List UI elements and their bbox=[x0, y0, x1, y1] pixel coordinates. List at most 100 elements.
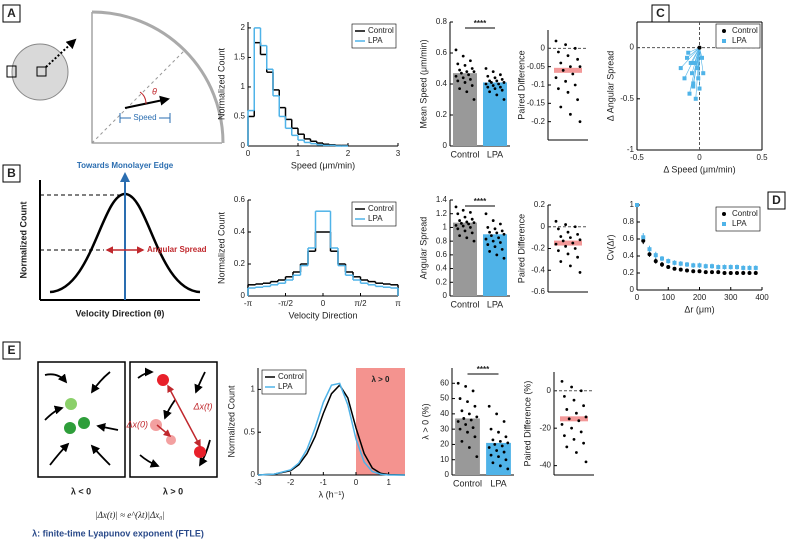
point bbox=[641, 235, 646, 240]
dx0-label: Δx(0) bbox=[125, 419, 148, 429]
x-tick-label: 0 bbox=[354, 478, 359, 487]
point bbox=[559, 235, 563, 238]
significance: **** bbox=[477, 365, 490, 374]
x-tick-label: 0 bbox=[321, 299, 326, 308]
point bbox=[471, 389, 475, 393]
chart: 0 10 20 30 40 50 60 λ > 0 (%) Control LPA **** bbox=[420, 365, 514, 488]
point bbox=[575, 411, 578, 415]
point bbox=[463, 229, 467, 233]
y-tick-label: 0 bbox=[630, 285, 635, 294]
point bbox=[493, 87, 497, 91]
origin-link bbox=[690, 47, 700, 64]
point bbox=[584, 415, 588, 419]
y-tick-label: 0.4 bbox=[436, 79, 448, 88]
x-tick-label: 100 bbox=[662, 293, 676, 302]
point bbox=[653, 259, 658, 264]
chart: 0 0.2 0.4 0.6 -π -π/2 0 π/2 π Velocity Direction N… bbox=[216, 195, 401, 320]
point bbox=[456, 420, 460, 423]
point bbox=[701, 71, 706, 76]
y-axis-label: λ > 0 (%) bbox=[420, 403, 430, 439]
y-tick-label: 0.6 bbox=[623, 234, 635, 243]
point bbox=[504, 458, 508, 462]
panel-label: D bbox=[772, 193, 781, 207]
point bbox=[579, 430, 583, 434]
point bbox=[693, 96, 698, 101]
point bbox=[578, 238, 582, 242]
point bbox=[488, 250, 491, 253]
bar bbox=[453, 222, 477, 296]
y-tick-label: 0 bbox=[541, 43, 546, 52]
point bbox=[500, 444, 504, 448]
x-axis-label: Speed (μm/min) bbox=[291, 160, 355, 170]
x-tick-label: 1 bbox=[386, 478, 391, 487]
x-tick-label: 200 bbox=[693, 293, 707, 302]
point bbox=[472, 239, 476, 243]
point bbox=[567, 417, 571, 421]
x-tick-label: 0 bbox=[635, 293, 640, 302]
legend-box bbox=[261, 369, 307, 395]
y-tick-label: 1 bbox=[251, 385, 256, 394]
point bbox=[469, 77, 472, 81]
x-tick-label: 0.5 bbox=[756, 153, 768, 162]
y-tick-label: 50 bbox=[440, 394, 449, 403]
point bbox=[502, 256, 506, 260]
point bbox=[473, 404, 477, 408]
origin-link bbox=[699, 47, 704, 74]
legend-label: LPA bbox=[732, 219, 747, 228]
point bbox=[569, 65, 572, 69]
point bbox=[464, 423, 468, 426]
point bbox=[557, 87, 560, 91]
point bbox=[467, 446, 471, 449]
point bbox=[467, 412, 471, 416]
point bbox=[465, 236, 469, 240]
point bbox=[741, 265, 746, 270]
point bbox=[747, 265, 752, 270]
diagram-a: θ Speed bbox=[6, 10, 225, 144]
point bbox=[454, 48, 458, 52]
point bbox=[484, 82, 488, 86]
point bbox=[747, 271, 752, 275]
chart: 0 0.5 1 1.5 2 0 1 2 3 Speed (μm/min) Normalized Co… bbox=[216, 22, 401, 170]
point bbox=[697, 45, 702, 50]
y-tick-label: -0.05 bbox=[527, 62, 546, 71]
point bbox=[502, 420, 506, 423]
chart: -40 -20 0 Paired Difference (%) bbox=[522, 372, 594, 476]
diagram-b: Towards Monolayer Edge Angular Spread No… bbox=[18, 161, 206, 318]
point bbox=[490, 81, 493, 84]
point bbox=[569, 236, 572, 240]
bar bbox=[483, 82, 507, 146]
x-tick-label: 0 bbox=[697, 153, 702, 162]
point bbox=[576, 232, 579, 236]
y-axis-label: Mean Speed (μm/min) bbox=[418, 39, 428, 128]
point bbox=[484, 212, 488, 216]
x-tick-label: LPA bbox=[487, 149, 503, 159]
point bbox=[486, 226, 490, 229]
point bbox=[491, 239, 495, 243]
point bbox=[466, 400, 469, 404]
point bbox=[461, 208, 465, 212]
point bbox=[563, 394, 566, 398]
point bbox=[560, 379, 564, 383]
legend-label: Control bbox=[732, 209, 758, 218]
point bbox=[554, 242, 558, 246]
point bbox=[488, 90, 491, 94]
x-tick-label: -π bbox=[244, 299, 253, 308]
point bbox=[499, 73, 502, 77]
point bbox=[691, 84, 696, 89]
panel-label: A bbox=[7, 6, 16, 20]
y-tick-label: 0.8 bbox=[623, 217, 635, 226]
y-tick-label: 0.4 bbox=[436, 264, 448, 273]
point bbox=[564, 43, 567, 47]
y-axis-label: Δ Angular Spread bbox=[605, 51, 615, 122]
point bbox=[460, 221, 463, 225]
y-tick-label: 0.8 bbox=[436, 236, 448, 245]
point bbox=[500, 88, 504, 92]
point bbox=[695, 66, 699, 71]
legend-box bbox=[351, 23, 397, 49]
point bbox=[557, 249, 560, 253]
point bbox=[470, 231, 474, 235]
point bbox=[495, 93, 499, 97]
y-tick-label: 30 bbox=[440, 424, 449, 433]
x-tick-label: 300 bbox=[724, 293, 738, 302]
